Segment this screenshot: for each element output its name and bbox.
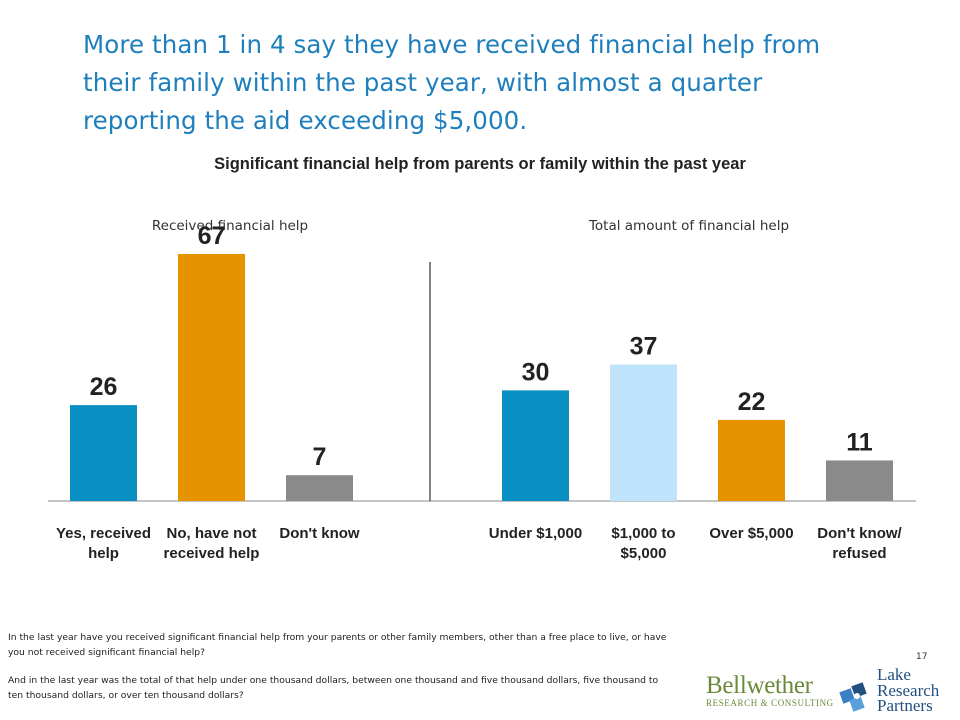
category-label-1-1: $1,000 to $5,000	[611, 525, 675, 562]
category-label-1-0: Under $1,000	[489, 525, 582, 542]
lake-logo-line3: Partners	[877, 696, 933, 715]
bar-0-2	[286, 475, 353, 501]
chart-title: Significant financial help from parents …	[214, 155, 746, 173]
bar-1-1	[610, 364, 677, 501]
category-label-1-3: Don't know/refused	[817, 525, 902, 562]
data-label-1-2: 22	[738, 388, 766, 416]
data-label-0-0: 26	[90, 373, 118, 401]
bar-1-3	[826, 460, 893, 501]
bar-1-0	[502, 390, 569, 501]
bar-0-1	[178, 253, 245, 501]
panel-title-received: Received financial help	[151, 218, 309, 234]
data-label-1-3: 11	[846, 428, 873, 456]
lake-logo-line1: Lake	[877, 665, 911, 684]
category-label-0-0: Yes, received help	[56, 525, 151, 562]
headline: More than 1 in 4 say they have received …	[83, 30, 821, 135]
lake-logo-line2: Research	[877, 680, 940, 700]
page-number: 17	[916, 652, 928, 662]
data-label-0-1: 67	[198, 222, 226, 250]
lake-research-logo: Lake Research Partners	[835, 665, 960, 720]
footnote: In the last year have you received signi…	[8, 630, 668, 716]
footnote-question-1: In the last year have you received signi…	[8, 632, 667, 658]
bellwether-logo: Bellwether RESEARCH & CONSULTING	[706, 672, 834, 708]
panel-title-amount: Total amount of financial help	[588, 218, 790, 234]
category-label-1-2: Over $5,000	[709, 525, 793, 542]
bar-chart: 26 Yes, received help 67 No, have not receive…	[48, 222, 916, 562]
footnote-question-2: And in the last year was the total of th…	[8, 675, 659, 701]
data-label-1-0: 30	[522, 358, 550, 386]
bar-0-0	[70, 405, 137, 501]
data-label-0-2: 7	[313, 443, 327, 471]
bellwether-logo-name: Bellwether	[706, 672, 813, 699]
data-label-1-1: 37	[630, 333, 658, 361]
category-label-0-2: Don't know	[279, 525, 360, 542]
bar-1-2	[718, 419, 785, 501]
category-label-0-1: No, have not received help	[164, 525, 260, 562]
puzzle-icon	[839, 682, 867, 712]
bellwether-logo-sub: RESEARCH & CONSULTING	[706, 698, 834, 708]
